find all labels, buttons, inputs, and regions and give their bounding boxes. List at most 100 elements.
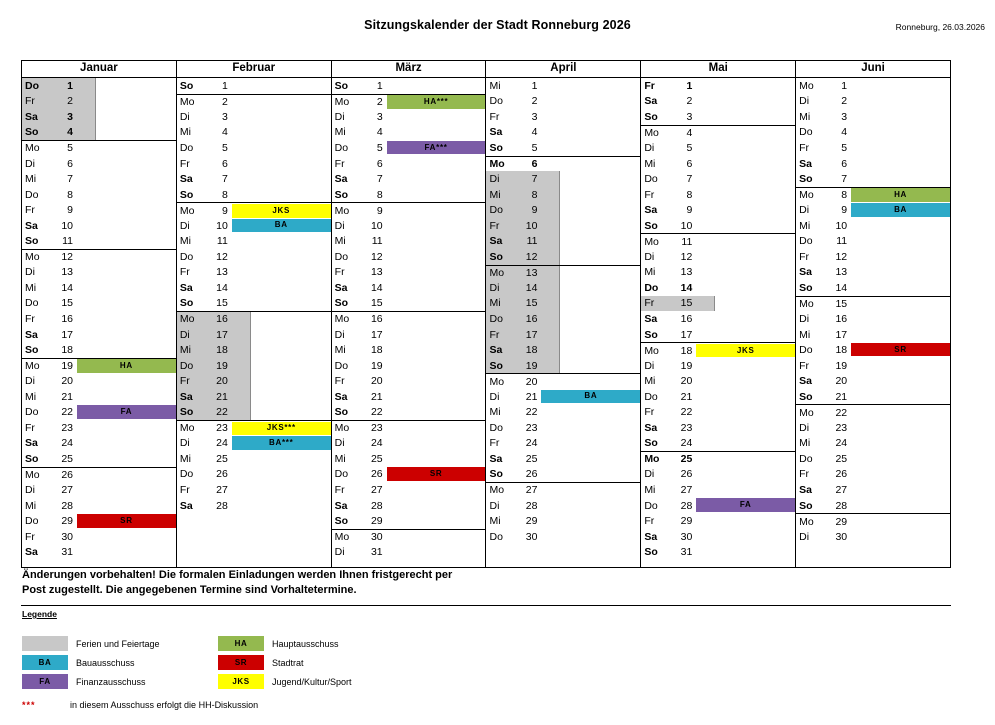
meeting-bar[interactable]: FA: [77, 405, 176, 419]
meeting-bar[interactable]: HA***: [386, 95, 486, 109]
day-number: 28: [835, 499, 848, 512]
day-number: 30: [370, 530, 383, 543]
meeting-bar[interactable]: FA: [696, 498, 796, 512]
day-of-week-label: Fr: [799, 468, 810, 481]
day-of-week-label: Do: [644, 172, 658, 185]
day-number: 22: [680, 406, 693, 418]
day-row: Di 6: [22, 156, 176, 172]
day-number: 28: [216, 499, 228, 512]
day-number: 30: [680, 530, 693, 543]
day-number: 22: [370, 406, 383, 418]
day-row: Sa 2: [641, 94, 795, 110]
day-row: Mo 16: [176, 311, 331, 327]
day-number: 25: [216, 452, 228, 465]
day-row: Di 24: [332, 436, 486, 452]
meeting-bar[interactable]: BA: [851, 202, 950, 217]
day-row: Mi 10: [796, 218, 950, 234]
day-row: Fr 6: [177, 156, 331, 172]
day-number: 12: [680, 250, 693, 263]
day-row: Mi 7: [22, 171, 176, 187]
day-number: 10: [370, 219, 383, 232]
day-of-week-label: Mi: [489, 188, 501, 201]
meeting-bar[interactable]: JKS: [231, 203, 331, 218]
meeting-bar[interactable]: BA***: [231, 436, 331, 450]
day-of-week-label: Sa: [489, 234, 503, 247]
day-number: 16: [370, 313, 383, 326]
meeting-bar[interactable]: HA: [77, 359, 176, 374]
day-of-week-label: Do: [179, 250, 194, 263]
day-of-week-label: Do: [644, 390, 658, 403]
day-number: 15: [525, 297, 538, 310]
day-row: Do 2: [486, 94, 640, 110]
day-number: 12: [216, 250, 228, 263]
day-of-week-label: Di: [25, 374, 35, 387]
holiday-shading: [486, 326, 561, 343]
meeting-bar[interactable]: BA: [231, 218, 331, 233]
day-number: 2: [531, 95, 538, 108]
day-number: 2: [221, 95, 228, 108]
day-of-week-label: Sa: [644, 312, 658, 325]
day-row: Di 27: [22, 482, 176, 498]
day-of-week-label: Fr: [25, 312, 35, 325]
day-of-week-label: Mi: [489, 297, 501, 310]
day-number: 11: [216, 234, 228, 247]
day-row: Do 30: [486, 529, 640, 545]
day-of-week-label: Sa: [179, 499, 193, 512]
meeting-bar[interactable]: JKS***: [231, 421, 331, 436]
day-of-week-label: Do: [489, 203, 503, 216]
meeting-bar[interactable]: BA: [541, 389, 641, 404]
day-row: Mo 20: [486, 373, 641, 389]
day-number: 13: [370, 266, 383, 279]
day-number: 4: [376, 126, 383, 139]
day-row: Mo 9: [331, 202, 486, 218]
meeting-bar[interactable]: JKS: [696, 343, 796, 358]
day-number: 14: [216, 281, 228, 294]
day-of-week-label: So: [334, 79, 349, 92]
day-of-week-label: Sa: [489, 452, 503, 465]
meeting-bar[interactable]: SR: [851, 342, 950, 357]
day-number: 23: [370, 422, 383, 435]
day-number: 24: [216, 437, 228, 450]
month-days: So 1 Mo 2 Di 3 Mi 4 Do 5 Fr 6 Sa 7 So 8 Mo 9 JKS Di 10 BA Mi 11…: [176, 78, 331, 567]
day-number: 7: [686, 172, 693, 185]
day-row: So 8: [332, 187, 486, 203]
day-row: Mi 25: [332, 451, 486, 467]
day-row: Do 7: [641, 171, 795, 187]
holiday-shading: [176, 326, 251, 343]
day-row: Di 19: [641, 358, 795, 374]
day-row: Sa 17: [22, 327, 176, 343]
month-header: Juni: [796, 61, 950, 78]
day-number: 11: [836, 234, 848, 247]
day-number: 26: [61, 468, 73, 481]
holiday-shading: [486, 280, 561, 296]
day-of-week-label: So: [799, 172, 813, 185]
day-of-week-label: Mi: [799, 219, 811, 232]
day-number: 4: [67, 126, 73, 139]
day-of-week-label: Fr: [179, 483, 190, 496]
day-of-week-label: So: [489, 250, 503, 263]
holiday-shading: [22, 93, 96, 110]
day-of-week-label: Fr: [799, 359, 810, 372]
day-of-week-label: Mi: [334, 126, 346, 139]
day-number: 15: [835, 297, 848, 310]
meeting-bar[interactable]: FA***: [386, 140, 486, 155]
meeting-bar[interactable]: HA: [851, 188, 950, 203]
day-of-week-label: Di: [179, 437, 190, 450]
day-of-week-label: Mi: [644, 157, 656, 170]
day-number: 29: [835, 515, 848, 528]
day-of-week-label: Di: [489, 281, 500, 294]
day-of-week-label: So: [644, 328, 658, 341]
holiday-shading: [176, 388, 251, 405]
day-number: 11: [526, 234, 538, 247]
day-of-week-label: Mo: [799, 406, 814, 419]
day-row: So 12: [486, 249, 640, 265]
day-of-week-label: Do: [25, 514, 39, 527]
day-of-week-label: Sa: [334, 390, 348, 403]
day-row: Mi 15: [486, 295, 640, 312]
meeting-bar[interactable]: SR: [386, 467, 486, 481]
meeting-bar[interactable]: SR: [77, 513, 176, 528]
day-of-week-label: Sa: [799, 374, 812, 387]
day-number: 5: [686, 141, 693, 154]
day-row: So 1: [332, 78, 486, 94]
day-of-week-label: Mo: [489, 484, 505, 497]
